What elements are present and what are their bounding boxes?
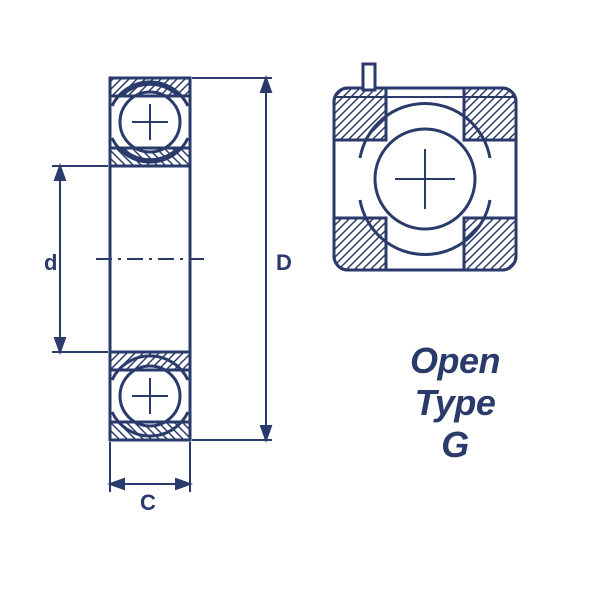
left-cross-section [52, 78, 272, 492]
snap-ring-tab [363, 64, 375, 90]
label-D: D [276, 250, 292, 276]
diagram-svg [0, 0, 600, 600]
title-line-2: Type [385, 382, 525, 424]
dim-C [110, 442, 190, 492]
title-line-1: Open [385, 340, 525, 382]
label-C: C [140, 490, 156, 516]
title-line-3: G [385, 424, 525, 466]
label-d: d [44, 250, 57, 276]
right-cross-section [334, 64, 516, 270]
